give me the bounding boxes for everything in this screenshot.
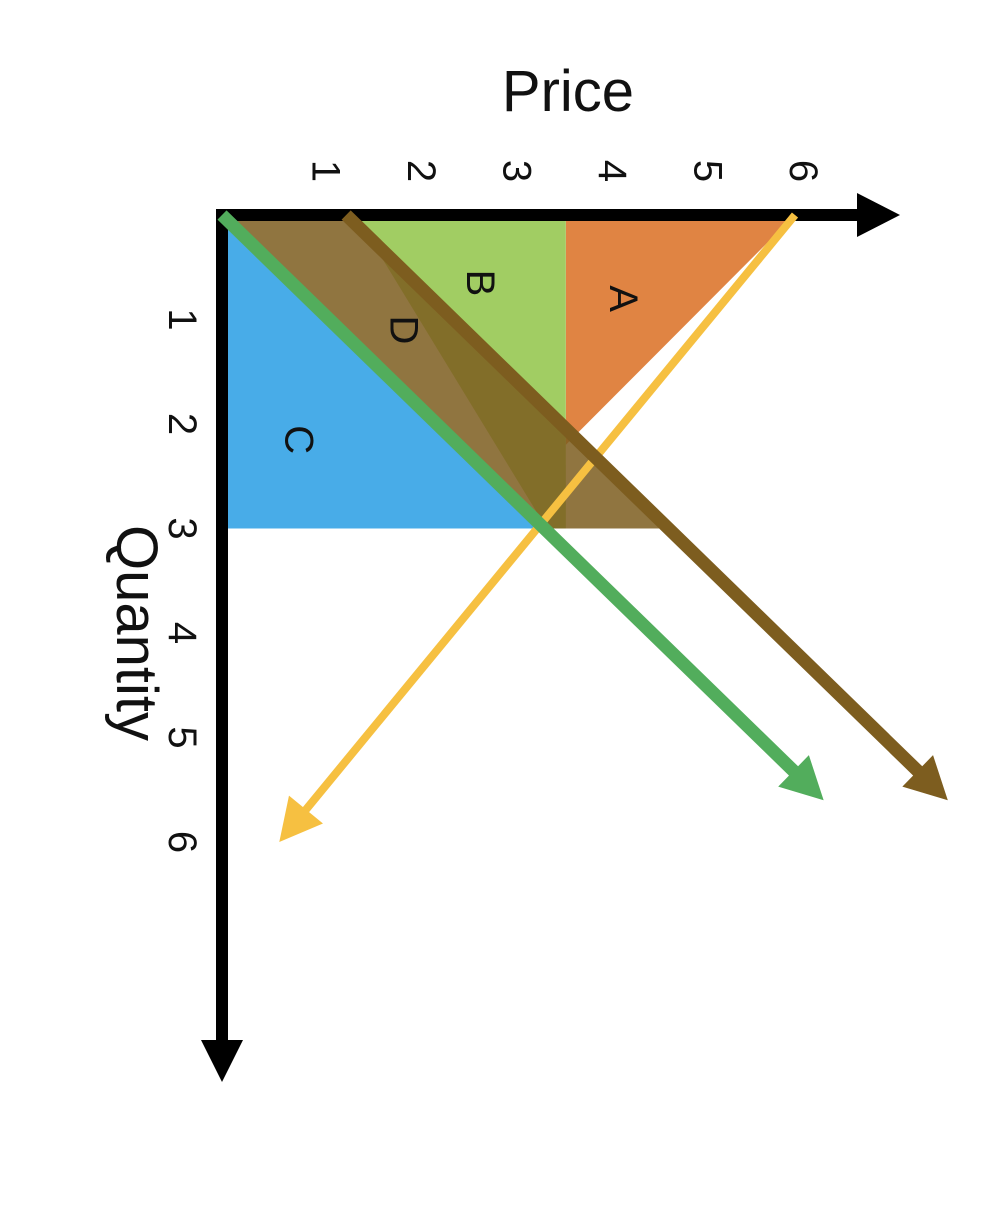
- quantity-tick-6: 6: [160, 831, 204, 853]
- curve-arrowhead-1: [279, 795, 323, 842]
- quantity-tick-2: 2: [160, 413, 204, 435]
- region-labels: A B C D: [276, 270, 645, 455]
- region-label-a: A: [601, 285, 645, 312]
- curve-line-3: [341, 210, 926, 779]
- curve-arrowhead-3: [902, 755, 948, 801]
- curve-line-1: [300, 212, 799, 816]
- quantity-axis-arrowhead: [201, 1040, 243, 1082]
- curve-line-2: [217, 210, 801, 779]
- region-d: [222, 215, 671, 529]
- price-tick-6: 6: [781, 160, 825, 182]
- curve-lines: [217, 210, 948, 842]
- quantity-axis-title: Quantity: [104, 525, 169, 741]
- region-label-b: B: [458, 270, 502, 297]
- curve-arrowhead-2: [778, 755, 824, 801]
- price-tick-4: 4: [590, 160, 634, 182]
- quantity-tick-5: 5: [160, 726, 204, 748]
- quantity-tick-4: 4: [160, 622, 204, 644]
- region-a: [565, 215, 795, 445]
- price-axis-arrowhead: [857, 193, 900, 237]
- price-tick-1: 1: [304, 160, 348, 182]
- quantity-tick-3: 3: [160, 517, 204, 539]
- axes: [201, 193, 900, 1082]
- region-label-c: C: [276, 425, 320, 454]
- price-tick-2: 2: [399, 160, 443, 182]
- tick-labels: 1 2 3 4 5 6 1 2 3 4 5 6: [160, 160, 825, 853]
- price-tick-3: 3: [495, 160, 539, 182]
- region-label-d: D: [381, 316, 425, 345]
- price-axis-title: Price: [502, 59, 634, 124]
- price-tick-5: 5: [686, 160, 730, 182]
- quantity-tick-1: 1: [160, 308, 204, 330]
